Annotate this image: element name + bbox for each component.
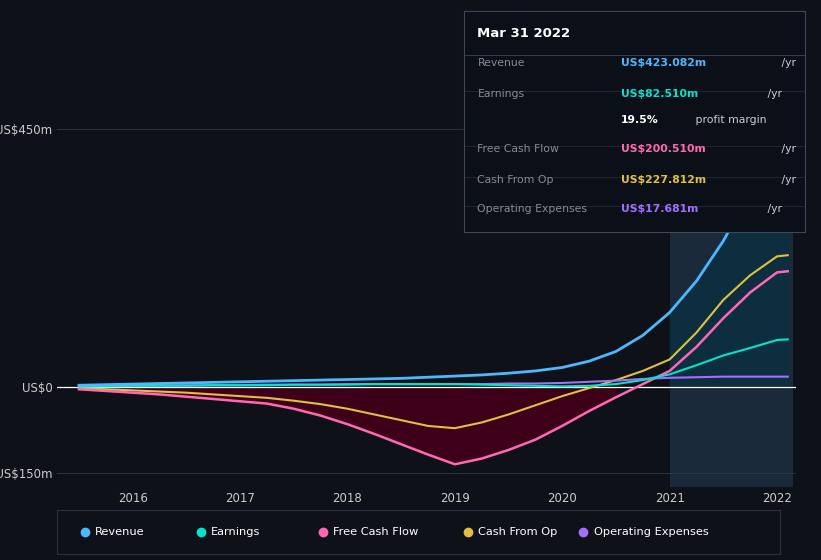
Text: US$17.681m: US$17.681m	[621, 204, 698, 214]
Text: Revenue: Revenue	[478, 58, 525, 68]
Text: Free Cash Flow: Free Cash Flow	[478, 144, 559, 154]
Text: profit margin: profit margin	[692, 115, 767, 125]
Text: /yr: /yr	[764, 204, 782, 214]
Text: US$227.812m: US$227.812m	[621, 175, 706, 185]
Text: /yr: /yr	[778, 175, 796, 185]
Text: /yr: /yr	[778, 58, 796, 68]
Text: US$423.082m: US$423.082m	[621, 58, 706, 68]
Text: US$200.510m: US$200.510m	[621, 144, 705, 154]
Text: Cash From Op: Cash From Op	[478, 175, 554, 185]
Text: /yr: /yr	[778, 144, 796, 154]
Text: US$82.510m: US$82.510m	[621, 88, 698, 99]
Text: Operating Expenses: Operating Expenses	[594, 527, 709, 537]
Text: Operating Expenses: Operating Expenses	[478, 204, 588, 214]
Bar	[670, 112, 793, 487]
Text: Cash From Op: Cash From Op	[478, 527, 557, 537]
Text: Free Cash Flow: Free Cash Flow	[333, 527, 419, 537]
Text: Revenue: Revenue	[95, 527, 144, 537]
Text: Mar 31 2022: Mar 31 2022	[478, 27, 571, 40]
Text: /yr: /yr	[764, 88, 782, 99]
Text: Earnings: Earnings	[478, 88, 525, 99]
Text: 19.5%: 19.5%	[621, 115, 658, 125]
Text: Earnings: Earnings	[211, 527, 260, 537]
